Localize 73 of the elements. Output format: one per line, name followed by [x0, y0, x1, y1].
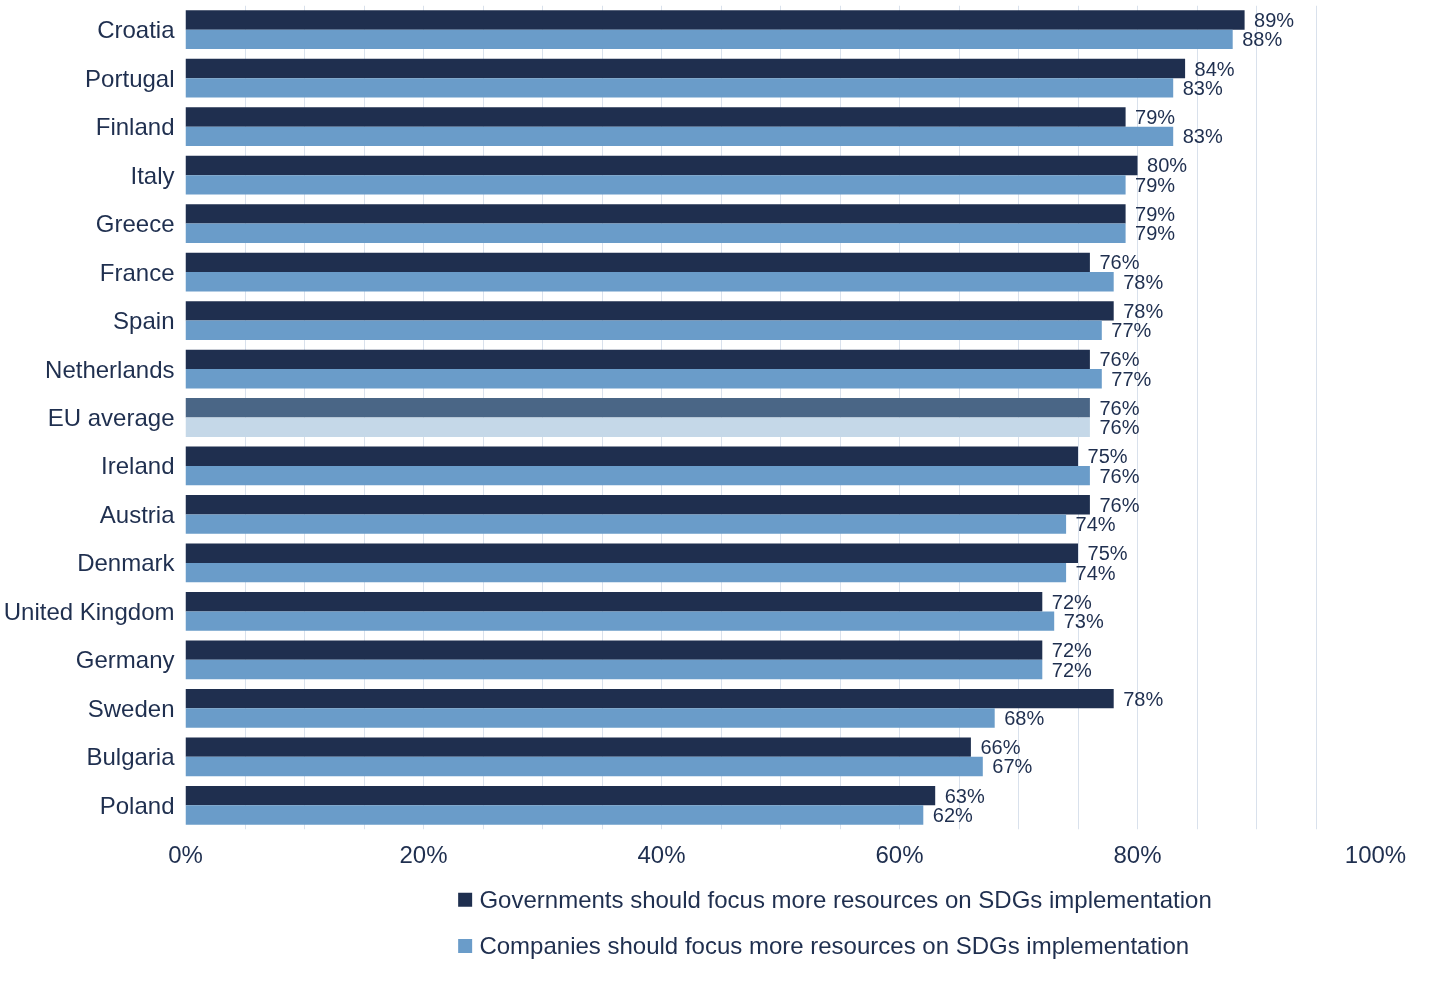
bar: [185, 58, 1186, 79]
bar: [185, 708, 995, 728]
y-tick-label: Croatia: [97, 16, 176, 44]
data-label: 79%: [1135, 202, 1176, 225]
y-tick-label: Portugal: [85, 64, 175, 92]
y-tick-label: Spain: [113, 307, 175, 335]
bar: [185, 301, 1114, 321]
data-label: 68%: [1004, 707, 1045, 730]
bar: [185, 320, 1102, 340]
bar: [185, 659, 1043, 680]
data-label: 83%: [1182, 125, 1223, 148]
data-label: 73%: [1063, 610, 1104, 633]
y-tick-label: United Kingdom: [3, 597, 175, 625]
data-label: 76%: [1099, 416, 1140, 439]
bar: [185, 223, 1126, 244]
bar: [185, 611, 1055, 631]
bar: [185, 756, 983, 777]
bar: [185, 562, 1067, 583]
bar: [185, 349, 1090, 370]
data-label: 78%: [1123, 299, 1164, 322]
bar: [185, 465, 1090, 486]
y-tick-label: EU average: [47, 404, 175, 431]
data-label: 74%: [1075, 513, 1116, 536]
y-tick-label: Poland: [99, 791, 175, 819]
bar: [185, 737, 971, 757]
data-label: 76%: [1099, 396, 1140, 419]
bar: [185, 252, 1090, 273]
legend-label: Governments should focus more resources on SDGs implementation: [479, 886, 1212, 914]
bar: [185, 446, 1078, 466]
y-tick-label: Ireland: [101, 452, 175, 480]
x-tick-label: 40%: [637, 840, 686, 868]
bar: [185, 785, 936, 806]
y-tick-label: Bulgaria: [86, 743, 176, 771]
bar: [185, 78, 1174, 98]
data-label: 79%: [1135, 105, 1176, 128]
bar: [185, 640, 1043, 660]
y-tick-label: Germany: [75, 646, 175, 674]
bar: [185, 175, 1126, 195]
bar: [185, 398, 1090, 418]
data-label: 78%: [1123, 687, 1164, 710]
legend-label: Companies should focus more resources on SDGs implementation: [479, 932, 1190, 960]
data-label: 77%: [1111, 319, 1152, 342]
bar: [185, 107, 1126, 127]
bar: [185, 204, 1126, 224]
bar: [185, 543, 1078, 563]
x-tick-label: 100%: [1344, 840, 1407, 868]
bar: [185, 272, 1114, 292]
bar: [185, 155, 1138, 176]
bar: [185, 591, 1043, 612]
y-tick-label: Finland: [95, 113, 175, 141]
data-label: 72%: [1051, 590, 1093, 613]
y-tick-label: Sweden: [87, 694, 175, 722]
bar: [185, 805, 924, 825]
x-tick-label: 80%: [1113, 840, 1162, 868]
x-tick-label: 20%: [399, 840, 448, 868]
y-tick-label: Austria: [99, 500, 176, 528]
x-tick-label: 60%: [875, 840, 924, 868]
data-label: 79%: [1135, 222, 1176, 245]
bar: [185, 495, 1090, 515]
y-tick-label: Denmark: [77, 549, 176, 577]
y-tick-label: Netherlands: [45, 355, 175, 383]
bar: [185, 126, 1174, 147]
y-tick-label: Italy: [130, 161, 175, 189]
bar: [185, 369, 1102, 389]
bar: [185, 417, 1090, 437]
bar: [185, 688, 1114, 709]
y-tick-label: Greece: [95, 210, 175, 238]
data-label: 76%: [1099, 493, 1140, 516]
bar: [185, 10, 1245, 30]
y-tick-label: France: [99, 258, 175, 286]
bar: [185, 29, 1233, 50]
bar: [185, 514, 1067, 534]
x-tick-label: 0%: [168, 840, 203, 868]
